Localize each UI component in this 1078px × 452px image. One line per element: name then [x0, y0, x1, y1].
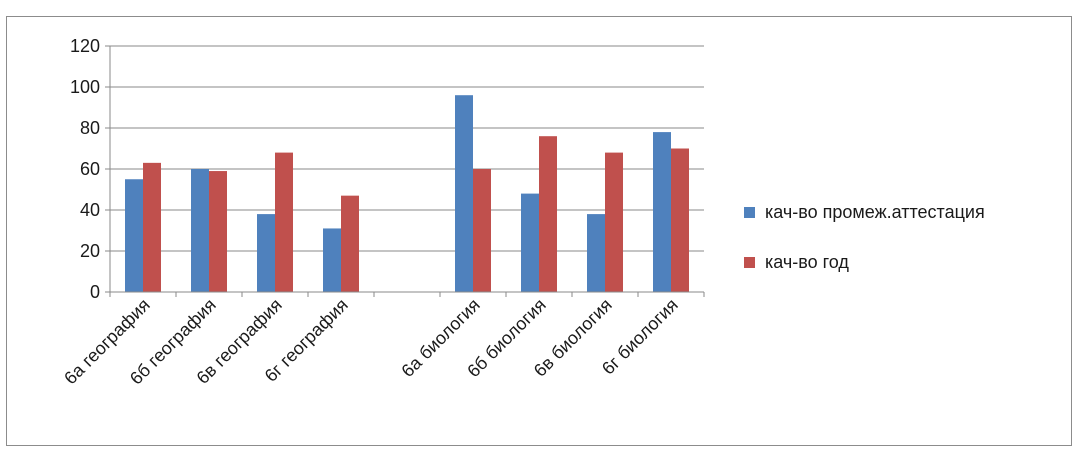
legend: кач-во промеж.аттестация кач-во год	[744, 200, 1074, 300]
bar-year	[341, 195, 359, 292]
legend-item: кач-во промеж.аттестация	[744, 200, 1074, 224]
legend-label: кач-во промеж.аттестация	[765, 201, 985, 222]
bar-attestation	[191, 169, 209, 292]
bar-attestation	[521, 193, 539, 292]
legend-swatch	[744, 256, 755, 268]
bar-attestation	[587, 214, 605, 292]
legend-swatch	[744, 206, 755, 218]
bar-year	[143, 162, 161, 292]
bar-attestation	[653, 132, 671, 292]
bar-year	[473, 169, 491, 292]
bar-attestation	[323, 228, 341, 292]
legend-label: кач-во год	[765, 251, 849, 272]
bar-attestation	[455, 95, 473, 292]
y-tick-label: 20	[80, 241, 100, 261]
legend-item: кач-во год	[744, 250, 1074, 274]
y-tick-label: 40	[80, 200, 100, 220]
axes	[105, 45, 705, 297]
bar-year	[671, 148, 689, 292]
bar-year	[605, 152, 623, 292]
y-tick-label: 80	[80, 118, 100, 138]
bar-attestation	[257, 214, 275, 292]
bar-year	[275, 152, 293, 292]
bars	[125, 95, 689, 292]
y-tick-label: 60	[80, 159, 100, 179]
bar-year	[539, 136, 557, 292]
bar-year	[209, 171, 227, 292]
y-tick-label: 0	[90, 282, 100, 302]
y-tick-label: 120	[70, 36, 100, 56]
y-tick-label: 100	[70, 77, 100, 97]
bar-attestation	[125, 179, 143, 292]
